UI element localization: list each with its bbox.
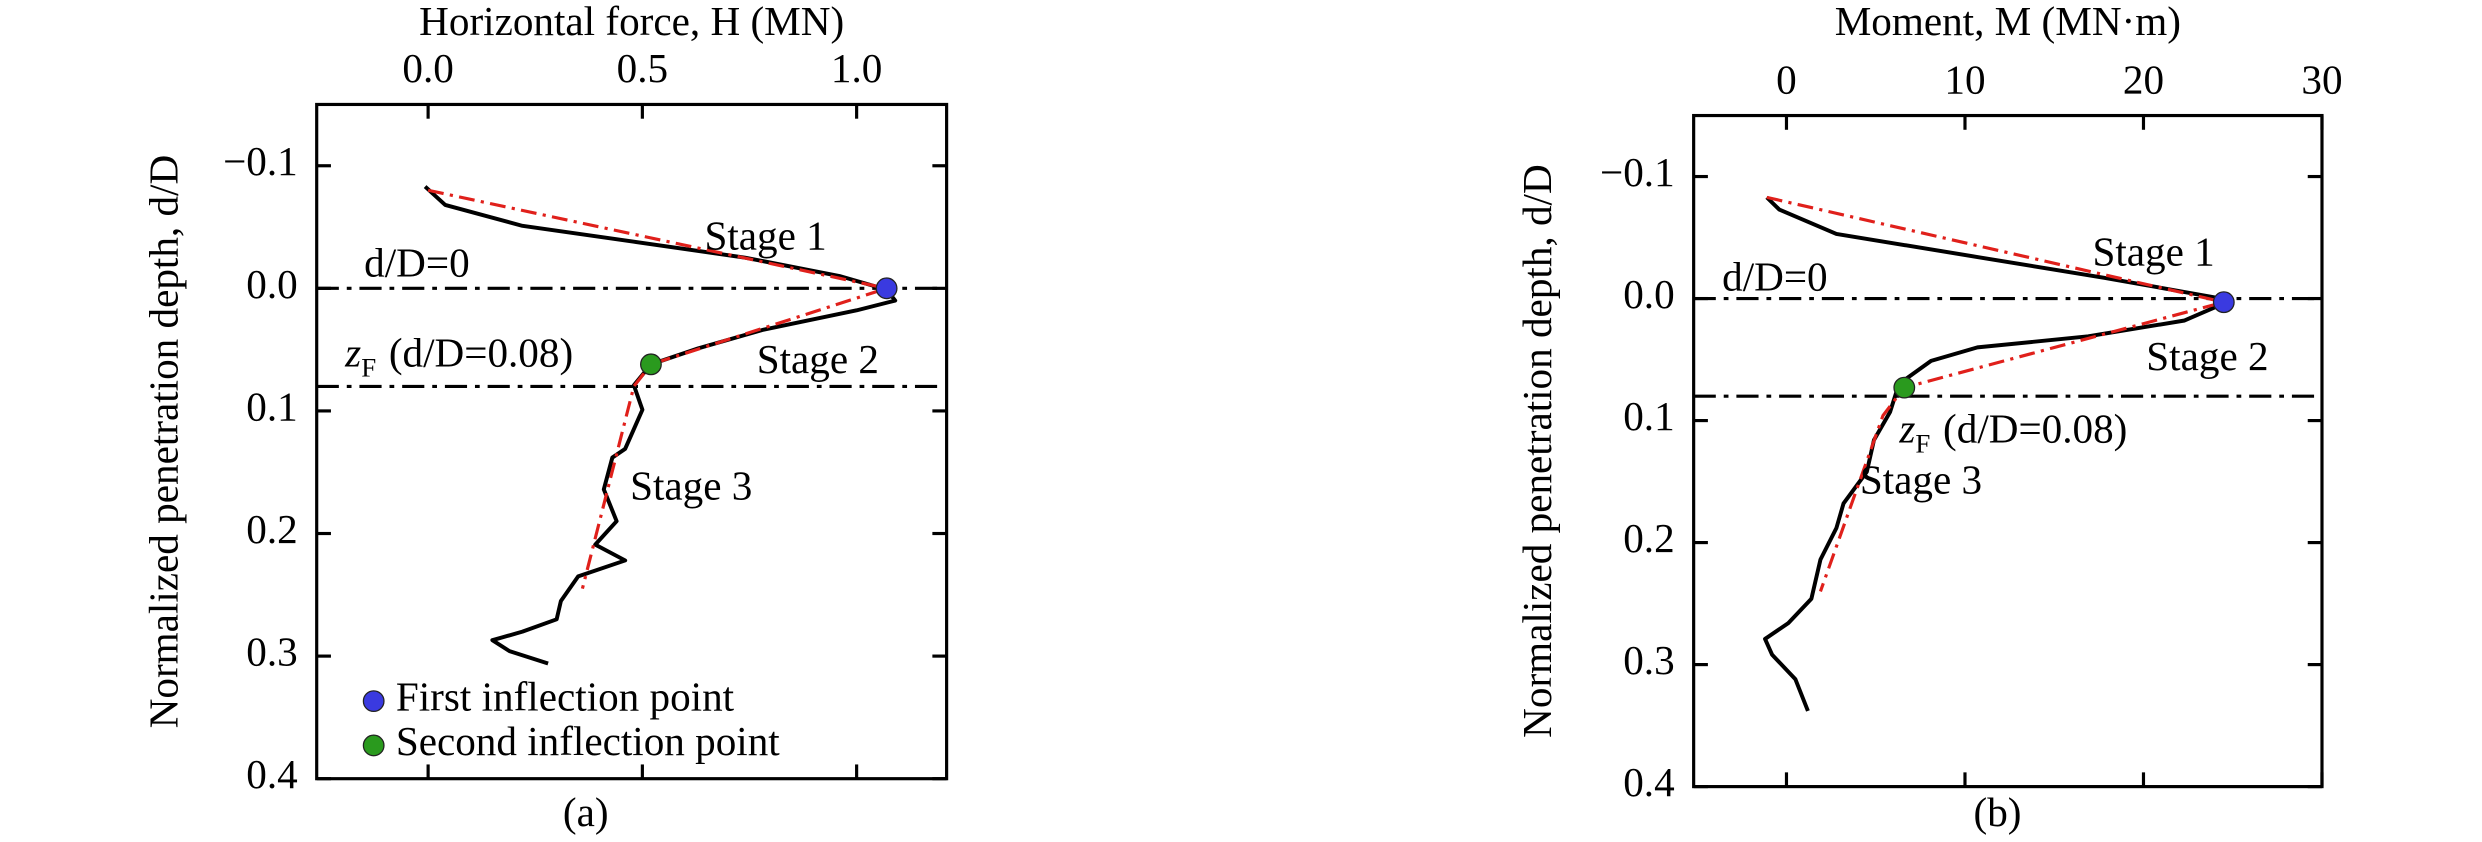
inflection-point [1893,376,1916,399]
caption: (b) [1974,789,2022,836]
x-tick-label: 1.0 [831,45,882,91]
legend-marker [362,690,385,713]
legend-label: First inflection point [396,674,735,720]
annotation: d/D=0 [364,240,469,286]
y-axis-title: Normalized penetration depth, d/D [1514,164,1560,737]
y-axis-title: Normalized penetration depth, d/D [140,155,186,728]
annotation: Stage 1 [2092,229,2214,275]
x-tick-label: 10 [1944,56,1985,102]
y-tick-label: 0.0 [1623,271,1674,317]
y-tick-label: −0.1 [223,138,298,184]
annotation: Stage 1 [704,213,826,259]
annotation-text: z [344,330,361,376]
y-tick-label: 0.4 [1623,759,1674,805]
caption: (a) [563,789,609,836]
annotation-text: Stage 1 [2092,229,2214,275]
plot-frame [1692,113,2324,789]
annotation: Stage 3 [1860,457,1982,503]
x-tick-label: 0 [1776,56,1797,102]
legend-label: Second inflection point [396,718,780,764]
annotation-text: (d/D=0.08) [389,330,573,377]
y-tick-label: 0.1 [246,383,297,429]
annotation: Stage 2 [2146,333,2268,379]
y-tick-label: −0.1 [1600,149,1675,195]
inflection-point [2212,291,2235,314]
annotation-text: d/D=0 [364,240,469,286]
annotation: Stage 2 [757,336,879,382]
annotation: zF (d/D=0.08) [344,330,573,382]
data-line [427,188,889,589]
annotation-text: Stage 2 [757,336,879,382]
annotation-subscript: F [361,353,376,383]
annotation-text: Stage 2 [2146,333,2268,379]
annotation-text: Stage 3 [630,463,752,509]
plot-frame [315,102,949,781]
y-tick-label: 0.3 [1623,637,1674,683]
inflection-point [640,353,662,376]
annotation: d/D=0 [1722,254,1827,300]
y-tick-label: 0.1 [1623,393,1674,439]
annotation-text: (d/D=0.08) [1943,406,2127,453]
legend-marker [362,734,385,757]
annotation-text: z [1898,406,1915,452]
x-tick-label: 20 [2123,56,2164,102]
annotation-text: Stage 1 [704,213,826,259]
annotation-subscript: F [1915,428,1930,458]
y-tick-label: 0.0 [246,261,297,307]
x-axis-title: Moment, M (MN·m) [1835,0,2181,45]
annotation-text: Stage 3 [1860,457,1982,503]
x-tick-label: 0.5 [617,45,668,91]
y-tick-label: 0.2 [1623,515,1674,561]
annotation: Stage 3 [630,463,752,509]
x-tick-label: 0.0 [402,45,453,91]
annotation: zF (d/D=0.08) [1898,406,2127,458]
y-tick-label: 0.3 [246,629,297,675]
inflection-point [875,277,898,300]
y-tick-label: 0.4 [246,751,297,797]
annotation-text: d/D=0 [1722,254,1827,300]
x-tick-label: 30 [2301,56,2342,102]
x-axis-title: Horizontal force, H (MN) [419,0,844,45]
y-tick-label: 0.2 [246,506,297,552]
